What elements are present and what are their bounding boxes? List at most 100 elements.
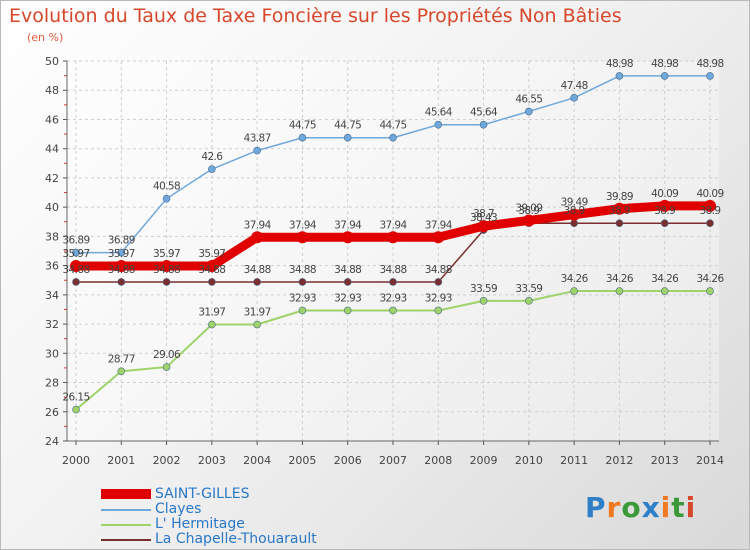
- data-point: [434, 120, 443, 129]
- data-point: [162, 278, 171, 286]
- data-point: [660, 287, 669, 295]
- y-tick-label: 42: [45, 172, 59, 185]
- data-point: [72, 248, 80, 257]
- data-point: [117, 278, 126, 286]
- data-label: 34.88: [244, 264, 271, 276]
- data-label: 34.26: [606, 273, 634, 285]
- data-point: [343, 278, 352, 286]
- data-point: [570, 94, 578, 102]
- x-tick-label: 2006: [334, 454, 362, 467]
- data-point: [387, 231, 399, 244]
- data-label: 34.88: [153, 264, 180, 276]
- data-label: 34.88: [334, 264, 361, 276]
- data-label: 37.94: [244, 219, 272, 231]
- data-point: [479, 120, 488, 129]
- data-point: [432, 231, 445, 244]
- data-point: [343, 133, 352, 142]
- data-point: [477, 220, 490, 233]
- data-label: 44.75: [379, 120, 406, 132]
- data-point: [72, 405, 80, 414]
- data-point: [253, 146, 261, 155]
- data-label: 38.9: [700, 205, 721, 217]
- y-tick-label: 50: [45, 55, 59, 68]
- data-label: 38.43: [470, 212, 497, 224]
- data-label: 48.98: [606, 58, 633, 70]
- data-point: [434, 306, 443, 315]
- data-label: 35.97: [62, 248, 89, 260]
- data-label: 33.59: [470, 283, 497, 295]
- data-label: 32.93: [334, 292, 361, 304]
- data-point: [162, 363, 171, 371]
- data-label: 39.09: [515, 202, 542, 214]
- data-point: [208, 320, 216, 329]
- data-label: 37.94: [334, 219, 362, 231]
- data-point: [660, 219, 669, 228]
- data-label: 38.7: [473, 208, 494, 220]
- data-label: 34.88: [198, 264, 225, 276]
- data-label: 37.94: [379, 219, 407, 231]
- data-label: 34.26: [696, 273, 724, 285]
- data-point: [160, 260, 173, 273]
- data-point: [70, 260, 82, 273]
- data-point: [117, 367, 126, 376]
- data-label: 34.88: [379, 264, 406, 276]
- data-point: [704, 199, 716, 212]
- data-label: 34.88: [62, 264, 89, 276]
- data-label: 28.77: [108, 353, 135, 365]
- data-point: [706, 287, 714, 295]
- data-point: [296, 231, 309, 244]
- data-point: [658, 199, 671, 212]
- data-label: 34.88: [289, 264, 316, 276]
- data-label: 42.6: [201, 151, 223, 163]
- data-label: 45.64: [425, 107, 453, 119]
- data-label: 44.75: [334, 120, 361, 132]
- proxiti-logo: Proxiti: [585, 491, 697, 524]
- data-label: 34.88: [425, 264, 452, 276]
- data-label: 40.09: [696, 188, 723, 200]
- data-label: 34.26: [561, 273, 589, 285]
- data-label: 45.64: [470, 107, 498, 119]
- data-point: [205, 260, 218, 273]
- data-label: 35.97: [153, 248, 180, 260]
- data-label: 48.98: [696, 58, 723, 70]
- data-label: 38.9: [609, 205, 630, 217]
- y-tick-label: 30: [45, 347, 59, 360]
- y-tick-label: 28: [45, 377, 59, 390]
- x-tick-label: 2010: [515, 454, 543, 467]
- data-point: [162, 194, 171, 203]
- data-label: 43.87: [244, 133, 271, 145]
- x-tick-label: 2002: [153, 454, 181, 467]
- data-label: 37.94: [425, 219, 453, 231]
- data-label: 38.9: [564, 205, 585, 217]
- chart-title: Evolution du Taux de Taxe Foncière sur l…: [9, 5, 622, 27]
- data-label: 34.26: [651, 273, 679, 285]
- legend-label-hermitage: L' Hermitage: [155, 516, 245, 532]
- y-tick-label: 46: [45, 113, 59, 126]
- data-point: [343, 306, 352, 315]
- data-label: 39.89: [606, 191, 633, 203]
- data-point: [706, 72, 714, 80]
- x-tick-label: 2003: [198, 454, 226, 467]
- x-tick-label: 2005: [288, 454, 316, 467]
- data-label: 40.09: [651, 188, 678, 200]
- x-tick-label: 2007: [379, 454, 407, 467]
- y-tick-label: 24: [45, 435, 59, 448]
- x-tick-label: 2008: [424, 454, 452, 467]
- x-tick-label: 2012: [605, 454, 633, 467]
- data-label: 39.49: [561, 197, 588, 209]
- data-point: [525, 297, 533, 305]
- data-point: [613, 202, 626, 215]
- x-tick-label: 2004: [243, 454, 271, 467]
- data-label: 37.94: [289, 219, 317, 231]
- legend-label-saint-gilles: SAINT-GILLES: [155, 486, 250, 502]
- data-point: [115, 260, 128, 273]
- chart-subtitle: (en %): [27, 31, 64, 44]
- legend-label-chapelle: La Chapelle-Thouarault: [155, 531, 317, 547]
- x-tick-label: 2014: [696, 454, 724, 467]
- data-point: [253, 320, 261, 329]
- x-tick-label: 2009: [470, 454, 498, 467]
- data-point: [615, 72, 624, 80]
- data-point: [208, 278, 216, 286]
